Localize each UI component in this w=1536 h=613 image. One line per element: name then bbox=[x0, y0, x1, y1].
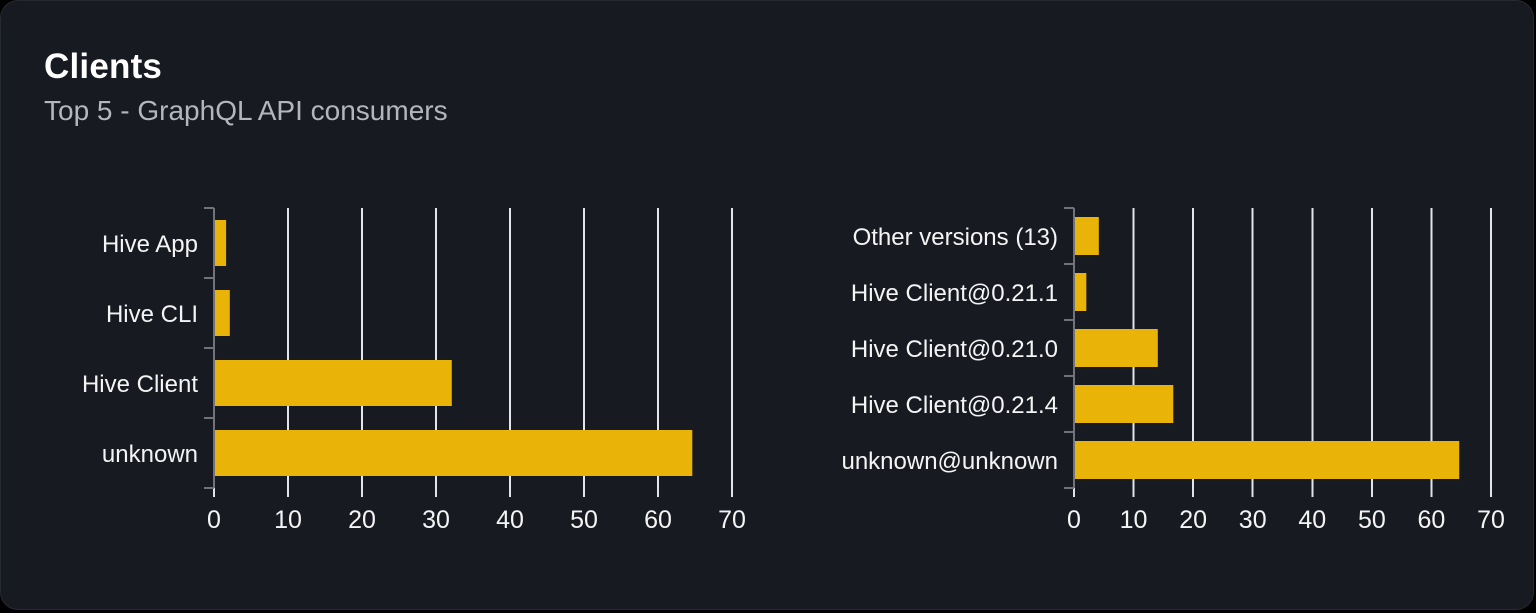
x-axis-tick-label: 50 bbox=[570, 506, 598, 534]
x-axis-tick-label: 10 bbox=[1120, 506, 1148, 534]
x-axis-tick-label: 20 bbox=[1179, 506, 1207, 534]
category-label: Hive Client@0.21.1 bbox=[851, 280, 1058, 307]
bar[interactable] bbox=[1075, 217, 1099, 255]
category-label: Hive Client bbox=[82, 371, 198, 398]
versions-bar-chart: 0 10 20 30 40 50 60 70 Other versions (13) Hive C… bbox=[841, 207, 1505, 534]
page-title: Clients bbox=[44, 47, 163, 86]
bar[interactable] bbox=[1075, 273, 1087, 311]
x-axis-tick-label: 10 bbox=[274, 506, 302, 534]
x-axis-tick-label: 60 bbox=[644, 506, 672, 534]
category-label: Other versions (13) bbox=[853, 224, 1058, 251]
category-label: unknown bbox=[102, 441, 198, 468]
x-axis-tick-label: 50 bbox=[1358, 506, 1386, 534]
x-axis-tick-label: 30 bbox=[422, 506, 450, 534]
clients-bar-chart: 0 10 20 30 40 50 60 70 Hive App Hive CLI Hive Clie… bbox=[82, 207, 746, 534]
bar[interactable] bbox=[1075, 385, 1174, 423]
bar[interactable] bbox=[215, 430, 693, 476]
x-axis-tick-label: 30 bbox=[1239, 506, 1267, 534]
category-label: Hive App bbox=[102, 231, 198, 258]
x-axis-tick-label: 60 bbox=[1418, 506, 1446, 534]
x-axis-tick-label: 70 bbox=[1477, 506, 1505, 534]
x-axis-tick-label: 0 bbox=[207, 506, 221, 534]
category-label: Hive Client@0.21.0 bbox=[851, 336, 1058, 363]
x-axis-tick-label: 40 bbox=[496, 506, 524, 534]
page-subtitle: Top 5 - GraphQL API consumers bbox=[44, 95, 448, 126]
bar[interactable] bbox=[1075, 329, 1158, 367]
x-axis-tick-label: 70 bbox=[718, 506, 746, 534]
x-axis-tick-label: 20 bbox=[348, 506, 376, 534]
bar[interactable] bbox=[215, 290, 230, 336]
x-axis-tick-label: 40 bbox=[1298, 506, 1326, 534]
bar[interactable] bbox=[215, 220, 227, 266]
category-label: Hive CLI bbox=[106, 301, 198, 328]
bar[interactable] bbox=[215, 360, 452, 406]
bar[interactable] bbox=[1075, 441, 1460, 479]
category-label: unknown@unknown bbox=[841, 448, 1058, 475]
category-label: Hive Client@0.21.4 bbox=[851, 392, 1058, 419]
x-axis-tick-label: 0 bbox=[1067, 506, 1081, 534]
